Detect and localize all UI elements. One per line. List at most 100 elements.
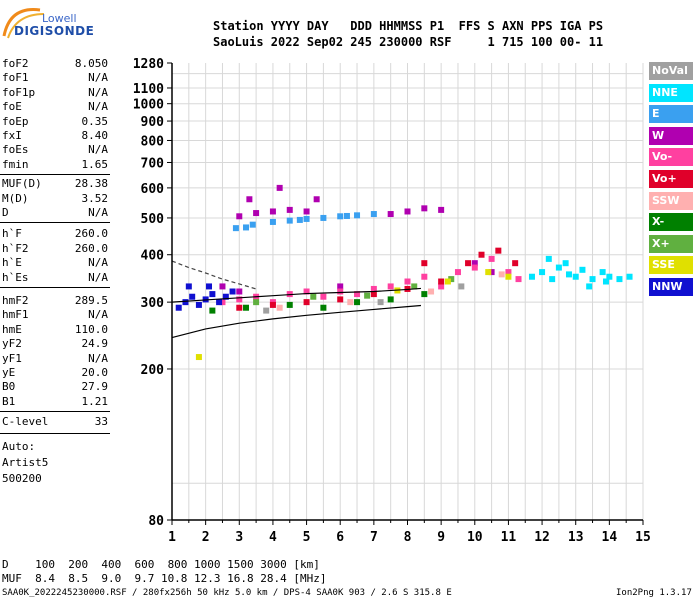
panel-divider <box>0 174 110 176</box>
param-value: N/A <box>88 351 108 365</box>
param-name: B1 <box>2 394 16 408</box>
legend-item: W <box>649 126 693 145</box>
param-name: hmE <box>2 322 22 336</box>
x-tick-label: 7 <box>370 530 378 545</box>
panel-divider <box>0 287 110 288</box>
param-value: 289.5 <box>74 294 108 307</box>
profile-line <box>171 287 422 303</box>
data-point <box>488 255 495 262</box>
y-tick-label: 300 <box>141 296 165 311</box>
param-value: 20.0 <box>81 366 109 379</box>
param-name: hmF1 <box>2 308 29 322</box>
header-line-2: SaoLuis 2022 Sep02 245 230000 RSF 1 715 … <box>213 35 604 49</box>
param-row: MUF(D) 28.38 <box>2 177 108 191</box>
param-name: yF1 <box>2 351 22 365</box>
data-point <box>209 291 216 298</box>
data-point <box>364 292 371 299</box>
data-point <box>421 205 428 212</box>
data-point <box>370 285 377 292</box>
data-point <box>438 283 445 290</box>
data-point <box>303 299 310 306</box>
data-point <box>616 276 623 283</box>
data-point <box>182 299 189 306</box>
param-name: h`E <box>2 256 22 270</box>
data-point <box>236 288 243 295</box>
data-point <box>286 217 293 224</box>
data-point <box>320 214 327 221</box>
data-point <box>219 283 226 290</box>
data-point <box>303 215 310 222</box>
legend-item: E <box>649 105 693 124</box>
data-point <box>387 296 394 303</box>
data-point <box>246 196 253 203</box>
data-point <box>404 208 411 215</box>
data-point <box>589 276 596 283</box>
auto-scaling-text: Artist5 <box>2 455 49 469</box>
data-point <box>515 276 522 283</box>
logo-lowell: Lowell <box>42 12 77 25</box>
x-tick-label: 6 <box>336 530 344 545</box>
data-point <box>343 212 350 219</box>
param-name: yE <box>2 366 16 379</box>
data-point <box>471 264 478 271</box>
auto-scaling-text: 500200 <box>2 471 42 485</box>
param-name: M(D) <box>2 191 29 205</box>
x-tick-label: 3 <box>235 530 243 545</box>
x-tick-label: 9 <box>437 530 445 545</box>
data-point <box>253 210 260 217</box>
data-point <box>296 216 303 223</box>
x-tick-label: 1 <box>168 530 176 545</box>
c-level-row: C-level 33 <box>2 415 108 429</box>
x-tick-label: 2 <box>202 530 210 545</box>
data-point <box>370 291 377 298</box>
data-point <box>206 283 213 290</box>
param-value: 8.050 <box>74 57 108 70</box>
footer-version: Ion2Png 1.3.17 <box>616 588 692 598</box>
param-name: foE <box>2 100 22 114</box>
param-row: M(D) 3.52 <box>2 192 108 206</box>
param-value: 1.65 <box>81 157 109 171</box>
data-point <box>512 260 519 267</box>
data-point <box>337 296 344 303</box>
param-row: B1 1.21 <box>2 395 108 409</box>
data-point <box>243 224 250 231</box>
param-value: N/A <box>88 270 108 284</box>
data-point <box>320 304 327 311</box>
data-point <box>545 255 552 262</box>
param-name: h`Es <box>2 270 29 284</box>
data-point <box>337 283 344 290</box>
data-point <box>229 288 236 295</box>
panel-divider <box>0 432 110 434</box>
footer-file-info: SAA0K_2022245230000.RSF / 280fx256h 50 k… <box>2 588 452 598</box>
param-row: hmF1 N/A <box>2 308 108 322</box>
logo-digisonde: DIGISONDE <box>14 24 95 38</box>
data-point <box>269 301 276 308</box>
param-row: foE N/A <box>2 100 108 114</box>
data-point <box>404 278 411 285</box>
data-point <box>478 251 485 258</box>
param-name: D <box>2 206 9 219</box>
legend-item: SSW <box>649 191 693 210</box>
param-row: foF2 8.050 <box>2 57 108 71</box>
param-value: N/A <box>88 143 108 157</box>
param-row: foF1p N/A <box>2 86 108 100</box>
param-value: N/A <box>88 206 108 219</box>
param-row: hmE 110.0 <box>2 323 108 337</box>
data-point <box>471 260 478 267</box>
data-point <box>458 283 465 290</box>
param-name: MUF(D) <box>2 177 42 191</box>
data-point <box>565 271 572 278</box>
y-tick-label: 900 <box>141 115 165 130</box>
legend-item: NNW <box>649 278 693 296</box>
data-point <box>602 278 609 285</box>
data-point <box>303 288 310 295</box>
param-row: yE 20.0 <box>2 366 108 380</box>
param-name: h`F <box>2 227 22 241</box>
data-point <box>337 288 344 295</box>
param-name: foEs <box>2 143 29 157</box>
param-name: hmF2 <box>2 294 29 307</box>
data-point <box>454 269 461 276</box>
data-point <box>313 196 320 203</box>
param-value: N/A <box>88 85 108 99</box>
